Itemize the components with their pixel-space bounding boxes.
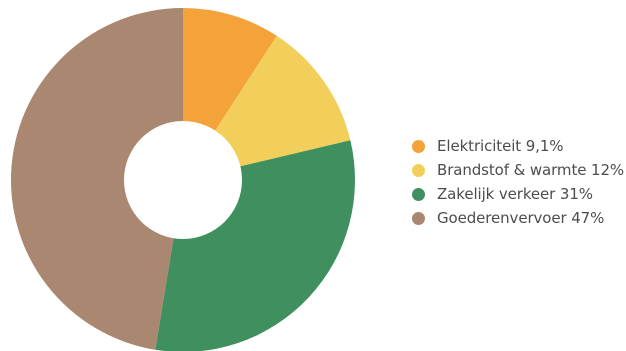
legend-swatch-zakelijk-verkeer [412, 187, 425, 201]
legend-swatch-goederenvervoer [412, 211, 425, 225]
slice-goederenvervoer [10, 7, 184, 350]
donut-hole [124, 121, 242, 239]
legend-item-brandstof-warmte: Brandstof & warmte 12% [412, 158, 624, 182]
chart-legend: Elektriciteit 9,1% Brandstof & warmte 12… [412, 134, 624, 230]
legend-swatch-elektriciteit [412, 139, 425, 153]
legend-label-zakelijk-verkeer: Zakelijk verkeer 31% [437, 185, 593, 203]
legend-label-goederenvervoer: Goederenvervoer 47% [437, 209, 605, 227]
legend-label-elektriciteit: Elektriciteit 9,1% [437, 137, 564, 155]
legend-item-elektriciteit: Elektriciteit 9,1% [412, 134, 624, 158]
legend-swatch-brandstof-warmte [412, 163, 425, 177]
legend-label-brandstof-warmte: Brandstof & warmte 12% [437, 161, 625, 179]
legend-item-zakelijk-verkeer: Zakelijk verkeer 31% [412, 182, 624, 206]
legend-item-goederenvervoer: Goederenvervoer 47% [412, 206, 624, 230]
